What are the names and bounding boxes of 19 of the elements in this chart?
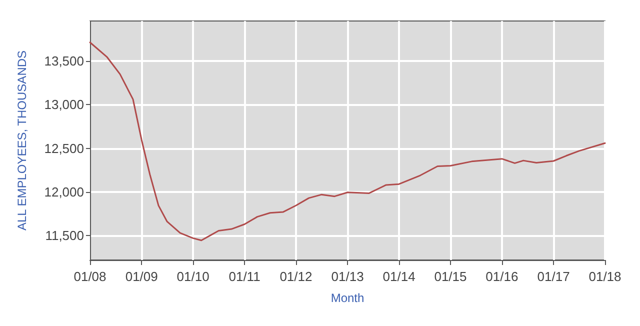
y-tick-label: 13,500 [44, 54, 84, 69]
y-axis-title: ALL EMPLOYEES, THOUSANDS [15, 50, 29, 231]
x-tick-label: 01/17 [537, 269, 570, 284]
x-tick-label: 01/12 [280, 269, 312, 284]
x-tick-label: 01/15 [434, 269, 467, 284]
x-tick-label: 01/09 [125, 269, 158, 284]
y-tick-label: 13,000 [44, 97, 84, 112]
x-tick-label: 01/08 [74, 269, 106, 284]
x-tick-label: 01/18 [588, 269, 622, 284]
x-tick-label: 01/11 [228, 269, 260, 284]
x-axis-title: Month [330, 291, 364, 305]
y-tick-label: 12,500 [44, 140, 84, 156]
x-tick-label: 01/16 [486, 269, 518, 284]
x-tick-label: 01/10 [176, 269, 210, 284]
y-tick-label: 11,500 [45, 228, 84, 244]
x-tick-label: 01/13 [331, 269, 364, 284]
line-series [89, 42, 606, 242]
y-tick-label: 12,000 [44, 184, 84, 200]
x-tick-label: 01/14 [382, 269, 416, 284]
